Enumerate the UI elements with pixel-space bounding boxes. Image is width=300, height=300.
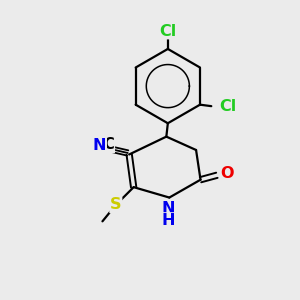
Text: N: N (162, 200, 175, 215)
Text: Cl: Cl (159, 24, 176, 39)
Text: H: H (162, 213, 175, 228)
Text: S: S (110, 197, 122, 212)
Text: O: O (220, 166, 233, 181)
Text: C: C (103, 137, 114, 152)
Text: Cl: Cl (219, 99, 237, 114)
Text: N: N (93, 138, 106, 153)
